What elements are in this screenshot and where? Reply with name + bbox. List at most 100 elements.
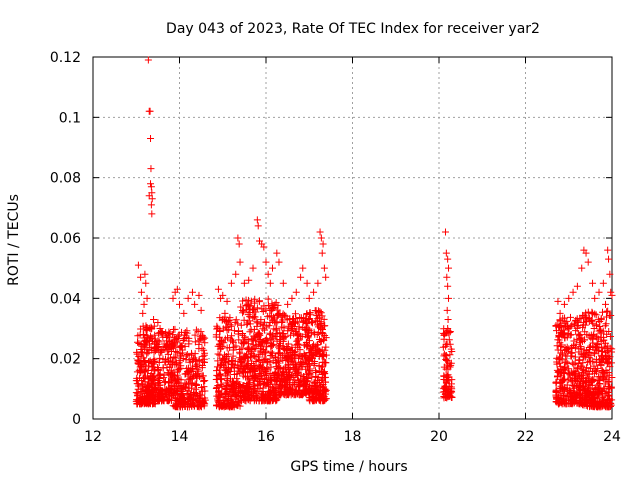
data-point	[219, 356, 227, 364]
data-point	[599, 374, 607, 382]
data-point	[322, 359, 330, 367]
data-point	[575, 372, 583, 380]
data-point	[185, 368, 193, 376]
data-point	[142, 279, 150, 287]
data-point	[200, 358, 208, 366]
data-point	[274, 301, 282, 309]
data-point	[226, 367, 234, 375]
data-point	[589, 390, 597, 398]
data-point	[184, 294, 192, 302]
data-point	[172, 403, 180, 411]
data-point	[176, 364, 184, 372]
data-point	[170, 353, 178, 361]
data-point	[286, 315, 294, 323]
data-point	[246, 303, 254, 311]
data-point	[579, 323, 587, 331]
data-point	[597, 337, 605, 345]
data-point	[191, 300, 199, 308]
data-point	[292, 390, 300, 398]
data-point	[305, 337, 313, 345]
data-point	[267, 335, 275, 343]
data-point	[578, 362, 586, 370]
data-point	[440, 385, 448, 393]
data-point	[249, 314, 257, 322]
data-point	[443, 361, 451, 369]
data-point	[291, 319, 299, 327]
data-point	[604, 358, 612, 366]
data-point	[297, 332, 305, 340]
data-point	[233, 370, 241, 378]
data-point	[440, 372, 448, 380]
data-point	[309, 352, 317, 360]
data-point	[163, 341, 171, 349]
data-point	[135, 360, 143, 368]
data-point	[560, 391, 568, 399]
data-point	[593, 339, 601, 347]
x-tick-label: 16	[257, 429, 275, 445]
data-point	[266, 279, 274, 287]
data-point	[447, 345, 455, 353]
data-point	[172, 348, 180, 356]
data-point	[186, 358, 194, 366]
data-point	[591, 310, 599, 318]
data-point	[589, 332, 597, 340]
data-point	[255, 297, 263, 305]
data-point	[277, 337, 285, 345]
data-point	[318, 375, 326, 383]
data-point	[161, 378, 169, 386]
data-point	[181, 403, 189, 411]
data-point	[293, 331, 301, 339]
data-point	[154, 337, 162, 345]
data-point	[578, 338, 586, 346]
y-axis-label: ROTI / TECUs	[6, 194, 22, 286]
data-point	[165, 357, 173, 365]
data-point	[566, 387, 574, 395]
data-point	[283, 354, 291, 362]
data-point	[607, 311, 615, 319]
data-point	[297, 273, 305, 281]
data-point	[601, 322, 609, 330]
data-point	[284, 300, 292, 308]
data-point	[134, 261, 142, 269]
data-point	[440, 329, 448, 337]
data-point	[253, 381, 261, 389]
data-point	[213, 322, 221, 330]
data-point	[565, 294, 573, 302]
data-point	[603, 376, 611, 384]
data-point	[247, 297, 255, 305]
data-point	[213, 375, 221, 383]
data-point	[582, 249, 590, 257]
data-point	[249, 341, 257, 349]
data-point	[288, 343, 296, 351]
data-point	[558, 328, 566, 336]
data-point	[227, 279, 235, 287]
data-point	[305, 356, 313, 364]
data-point	[214, 382, 222, 390]
data-point	[579, 386, 587, 394]
data-point	[577, 315, 585, 323]
data-point	[310, 288, 318, 296]
data-point	[173, 285, 181, 293]
data-point	[606, 353, 614, 361]
data-point	[235, 336, 243, 344]
data-point	[272, 363, 280, 371]
data-point	[256, 363, 264, 371]
data-point	[563, 381, 571, 389]
data-point	[280, 333, 288, 341]
data-point	[443, 356, 451, 364]
data-point	[603, 369, 611, 377]
data-point	[173, 338, 181, 346]
data-point	[292, 288, 300, 296]
data-point	[253, 331, 261, 339]
data-point	[317, 309, 325, 317]
data-point	[266, 380, 274, 388]
data-point	[200, 346, 208, 354]
data-point	[270, 334, 278, 342]
data-point	[261, 375, 269, 383]
data-point	[306, 370, 314, 378]
data-point	[443, 273, 451, 281]
data-point	[556, 399, 564, 407]
data-point	[214, 350, 222, 358]
data-point	[578, 334, 586, 342]
data-point	[602, 354, 610, 362]
